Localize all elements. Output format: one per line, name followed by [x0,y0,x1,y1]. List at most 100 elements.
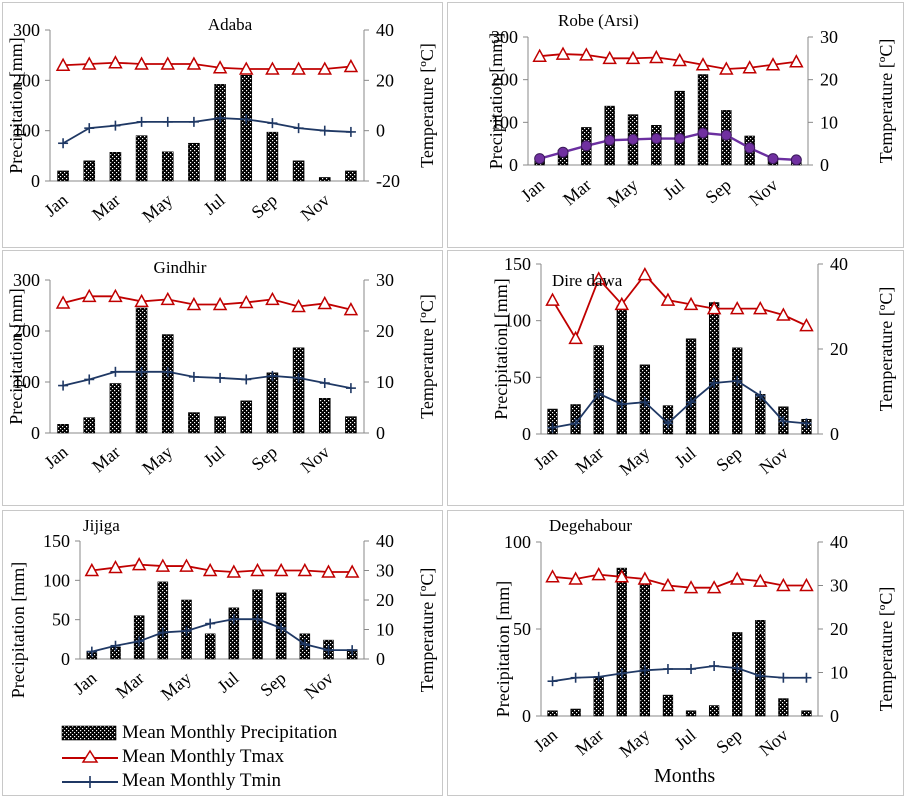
tmax-point [317,61,333,75]
y2-tick-label: 40 [376,20,394,40]
tmax-point [637,571,653,585]
x-tick-label: Mar [559,175,595,210]
precip-bar [732,632,743,717]
chart-title: Degehabour [549,516,632,535]
precip-bar [345,170,357,182]
tmax-point [134,293,149,308]
tmax-point [695,57,711,71]
tmax-point [591,567,606,581]
x-tick-label: Mar [112,668,148,703]
tmin-point [674,133,686,145]
tmax-point [108,55,123,69]
tmax-point [186,296,202,311]
tmax-line [539,53,797,70]
y-tick-label: 300 [13,270,40,290]
y2-tick-label: 10 [376,620,394,640]
chart-adaba: 0 100 200 300 -20 0 20 40 Jan Mar May Jul Sep Nov Adab… [6,15,437,226]
tmax-point [532,48,547,62]
x-tick-label: Jan [40,442,71,473]
y2-tick-label: 20 [376,321,394,341]
x-tick-label: Jan [40,190,71,221]
tmax-point [291,61,306,75]
x-tick-label: Jul [671,725,700,754]
x-tick-label: Mar [88,190,124,225]
chart-title: Jijiga [83,516,120,535]
tmin-point [767,153,779,165]
tmax-point [84,562,100,577]
y-tick-label: 150 [43,531,70,551]
y2-tick-label: 40 [830,532,848,552]
precip-bar [240,75,253,182]
y-axis-title: Precipitationl [mm] [491,278,511,419]
precip-bar [161,151,174,182]
y-tick-label: 100 [491,112,518,132]
y2-tick-label: 10 [376,372,394,392]
y-tick-label: 50 [52,610,70,630]
precip-bar [547,710,558,717]
precip-bar [662,694,674,717]
precip-bar [697,74,709,166]
tmax-point [186,56,202,70]
tmin-line [552,665,807,683]
x-tick-label: Jan [530,443,561,474]
x-tick-label: Nov [755,725,792,760]
precip-bar [228,607,240,660]
tmax-point [753,573,768,587]
x-tick-label: Nov [745,175,782,210]
tmax-point [131,557,147,571]
x-tick-label: Jan [530,725,561,756]
y-tick-label: 150 [504,254,531,274]
tmax-point [614,296,630,311]
tmin-line [62,117,351,145]
precip-bar [345,416,357,434]
chart-panel-degehabour [447,510,904,796]
x-tick-label: Jul [659,175,688,204]
precip-bar [639,579,651,717]
tmin-point [744,142,756,154]
y2-axis-title: Temperature [ºC] [417,43,437,168]
x-tick-label: Mar [571,443,607,478]
precip-bar [57,170,69,182]
x-tick-label: Jul [213,668,242,697]
tmax-point [776,307,791,321]
tmax-point [134,56,149,70]
chart-gindhir: 0 100 200 300 0 10 20 30 Jan Mar May Jul Sep Nov Gindh… [6,258,437,478]
x-tick-label: Sep [247,442,281,475]
legend-precip-label: Mean Monthly Precipitation [122,722,338,743]
legend-tmin-swatch [62,776,118,788]
tmax-point [799,577,814,592]
x-tick-label: May [603,175,641,212]
precip-bar [570,708,581,717]
precip-bar [732,347,743,435]
y-tick-label: 0 [31,423,40,443]
y2-tick-label: -20 [376,171,400,191]
tmin-point [604,134,616,146]
x-tick-label: Nov [297,190,334,225]
tmin-point [580,140,592,152]
tmax-point [729,301,745,315]
precip-bar [593,677,604,717]
precip-bar [157,581,169,660]
tmax-point [55,295,71,309]
tmax-line [552,573,807,589]
precip-bar [292,347,305,434]
precip-bar [318,177,331,182]
tmax-line [91,563,353,573]
x-tick-label: Jan [517,175,548,206]
precip-bar [778,698,789,717]
precip-bar [109,383,122,434]
y-tick-label: 0 [31,171,40,191]
tmin-line [539,131,797,162]
x-tick-label: Jul [671,443,700,472]
precip-bar [83,160,96,182]
y2-axis-title: Temperature [ºC] [876,587,896,712]
precip-bar [318,398,331,434]
precip-bar [708,705,720,717]
tmin-point [720,129,732,141]
tmax-point [683,580,699,594]
legend: Mean Monthly Precipitation Mean Monthly … [60,722,400,796]
precip-bar [616,567,627,717]
x-tick-label: Nov [755,443,792,478]
y2-tick-label: 30 [376,561,394,581]
